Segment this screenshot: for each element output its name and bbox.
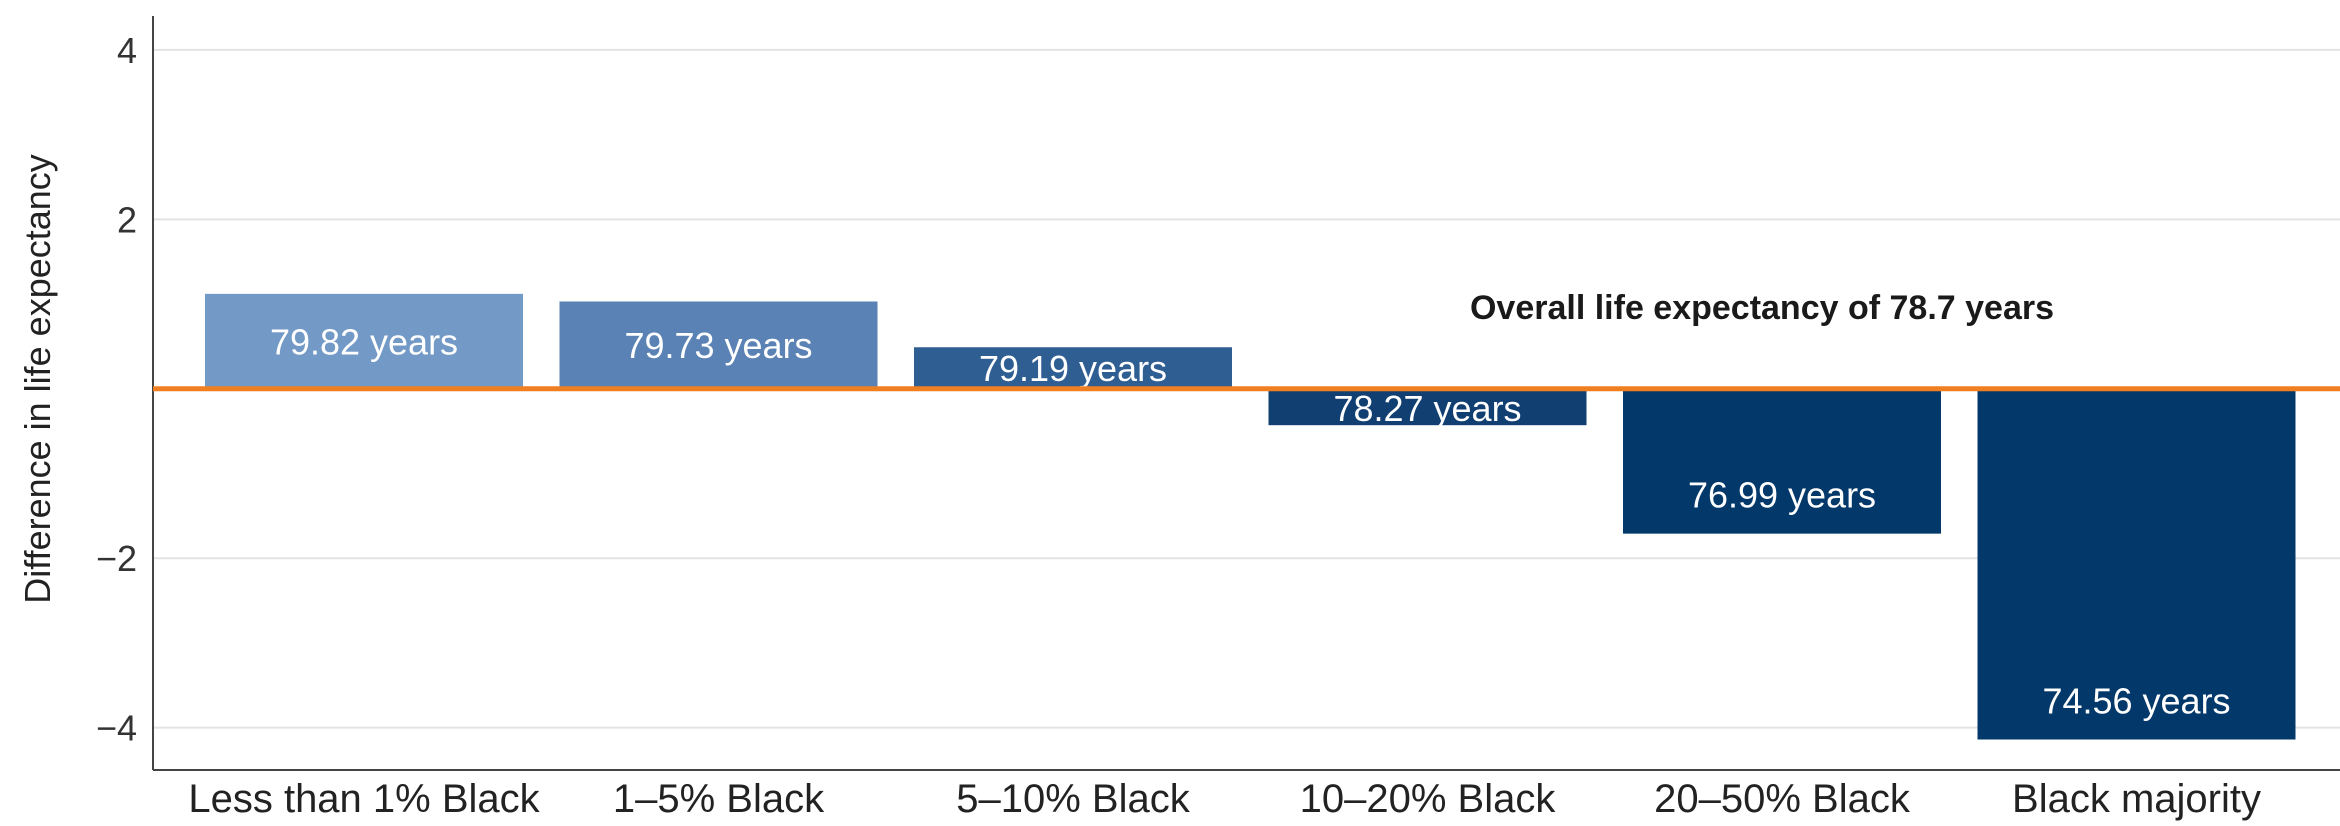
bars: 79.82 years 79.73 years 79.19 years 78.27 y… [205, 293, 2296, 740]
data-label: 79.73 years [624, 325, 812, 366]
x-tick-label: Black majority [2012, 777, 2261, 821]
bar [1623, 388, 1941, 534]
data-label: 79.82 years [270, 321, 458, 362]
gridlines [153, 48, 2340, 729]
axes [152, 16, 2340, 771]
y-tick-label: −2 [96, 538, 137, 579]
y-tick-label: 2 [117, 199, 137, 240]
bar [1268, 388, 1587, 426]
data-label: 79.19 years [979, 348, 1167, 389]
y-axis-label: Difference in life expectancy [17, 154, 58, 604]
bar [1977, 388, 2296, 740]
data-label: 78.27 years [1333, 388, 1521, 429]
y-tick-label: −4 [96, 708, 137, 749]
bar [914, 347, 1232, 389]
x-tick-label: 20–50% Black [1654, 777, 1911, 821]
x-tick-label: 5–10% Black [956, 777, 1190, 821]
bar [559, 301, 878, 389]
overall-life-expectancy-label: Overall life expectancy of 78.7 years [1470, 289, 2054, 327]
bar [205, 293, 523, 389]
x-tick-label: 1–5% Black [613, 777, 825, 821]
labels: Difference in life expectancy 4 2 −2 −4 Less… [17, 30, 2261, 821]
y-tick-label: 4 [117, 30, 137, 71]
x-tick-label: 10–20% Black [1300, 777, 1557, 821]
data-label: 74.56 years [2042, 681, 2230, 722]
data-label: 76.99 years [1688, 475, 1876, 516]
x-tick-label: Less than 1% Black [188, 777, 540, 821]
reference-line-group: Overall life expectancy of 78.7 years [153, 289, 2340, 392]
